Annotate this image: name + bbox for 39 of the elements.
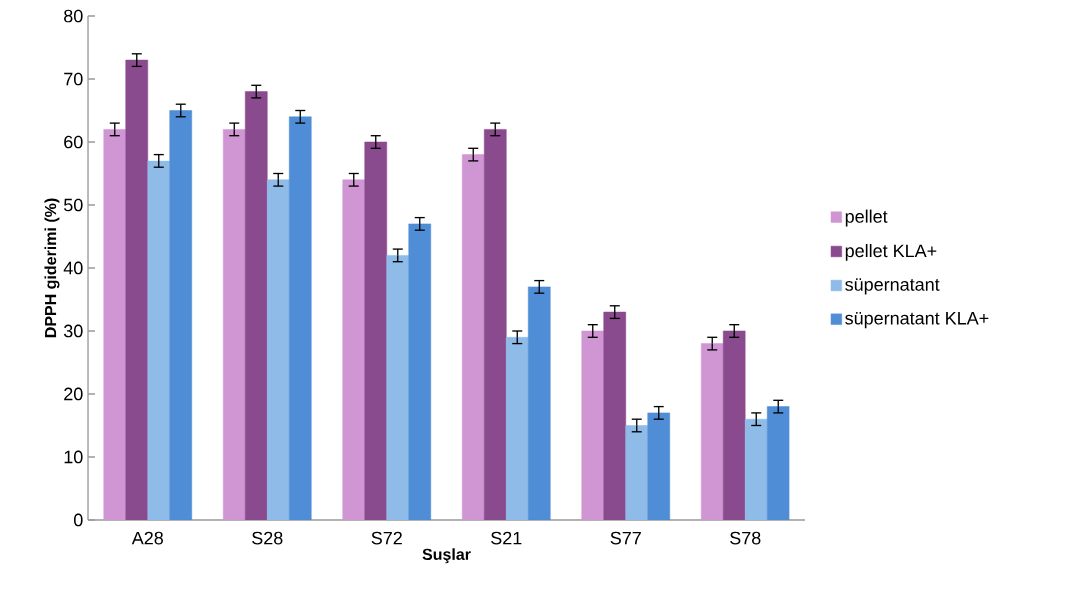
y-tick-label: 70 [64,72,83,86]
legend-label: pellet [845,209,888,227]
legend-label: süpernatant KLA+ [845,312,989,329]
bar [766,406,790,520]
bar [147,160,171,520]
y-tick-label: 30 [63,324,83,338]
bar [581,330,605,520]
bar [169,110,193,520]
x-tick-label: A28 [131,531,163,545]
bar [527,286,551,520]
bar [625,425,649,520]
bar [408,223,432,520]
y-tick-label: 50 [63,198,83,212]
bar [222,129,246,520]
bar [461,154,485,520]
bar [288,116,312,520]
x-tick-label: S21 [491,531,522,545]
x-axis-title: Suşlar [422,548,471,564]
legend-label: süpernatant [845,278,940,295]
x-tick-label: S72 [371,531,402,545]
bar [386,255,410,520]
y-tick-label: 0 [74,513,83,527]
x-tick-label: S78 [730,531,761,545]
bar [700,343,724,520]
x-tick-label: S77 [610,531,641,545]
y-tick-label: 10 [64,450,83,464]
y-tick-label: 80 [64,9,83,23]
y-tick-label: 20 [64,387,83,401]
bar [266,179,290,520]
y-axis-title: DPPH giderimi (%) [44,198,60,338]
x-tick-label: S28 [252,531,283,545]
bar [647,412,671,520]
bar [342,179,366,520]
bar [103,129,127,520]
y-tick-label: 60 [64,135,83,149]
legend-label: pellet KLA+ [845,243,937,261]
y-tick-label: 40 [63,261,83,275]
bar [744,418,768,520]
bar [505,337,529,520]
